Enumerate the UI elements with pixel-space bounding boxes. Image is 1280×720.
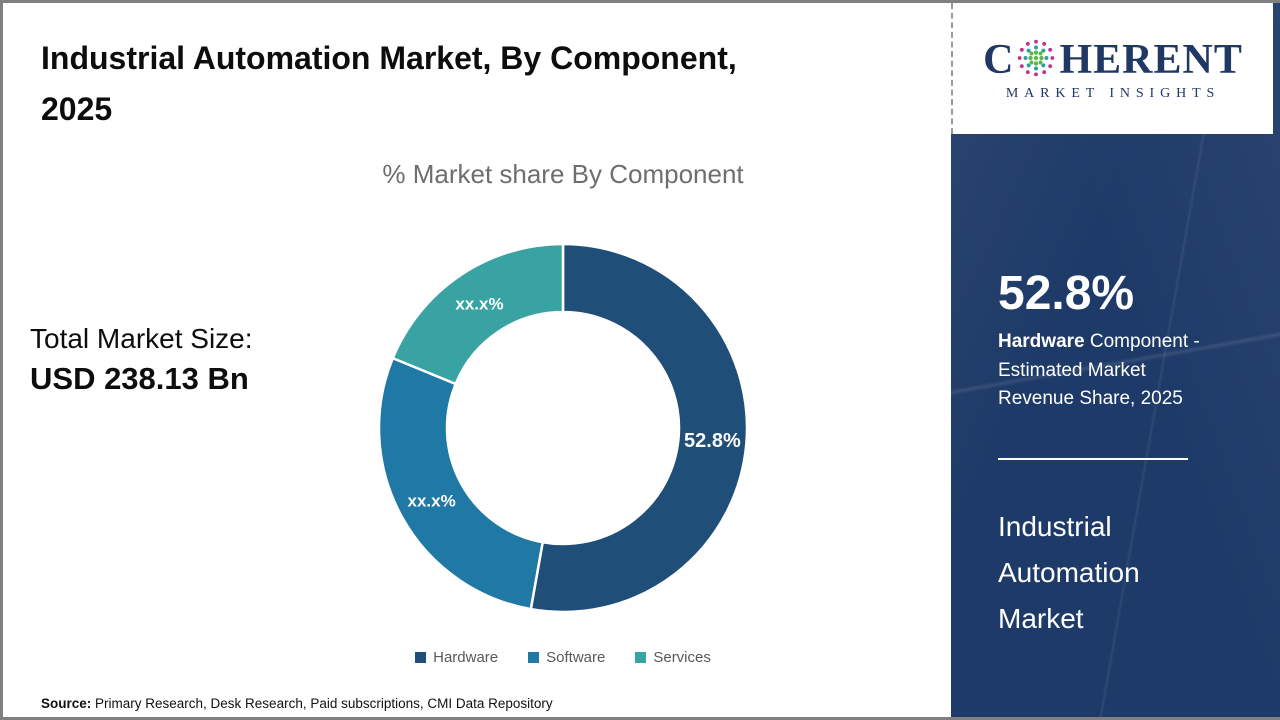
chart-title: % Market share By Component [382, 159, 744, 189]
total-market-value: USD 238.13 Bn [30, 361, 249, 396]
page-title-line2: 2025 [41, 91, 113, 128]
logo-dotted-globe-icon [1018, 39, 1055, 76]
legend-label: Software [546, 649, 606, 666]
total-market-label: Total Market Size: [30, 323, 253, 354]
logo-word-rest: HERENT [1059, 36, 1243, 83]
sidebar-market-name: Industrial Automation Market [998, 510, 1140, 635]
donut-value-label-services: xx.x% [455, 294, 503, 313]
source-text: Primary Research, Desk Research, Paid su… [91, 696, 553, 711]
page-title-line1: Industrial Automation Market, By Compone… [41, 40, 737, 76]
legend-label: Services [653, 649, 711, 666]
legend-swatch-icon [635, 652, 647, 663]
legend-item-services: Services [635, 649, 711, 666]
legend-label: Hardware [433, 649, 499, 666]
source-line: Source: Primary Research, Desk Research,… [41, 696, 553, 711]
sidebar-body: 52.8% Hardware Component - Estimated Mar… [998, 267, 1218, 642]
donut-segment-hardware [529, 242, 749, 614]
donut-segment-software [377, 356, 545, 611]
chart-legend: Hardware Software Services [263, 649, 863, 666]
donut-segment-services [391, 242, 565, 386]
donut-value-label-software: xx.x% [407, 491, 455, 510]
sidebar-stat-rest: Component - Estimated Market Revenue Sha… [998, 331, 1200, 410]
source-label: Source: [41, 696, 92, 711]
sidebar-stat-description: Hardware Component - Estimated Market Re… [998, 328, 1218, 414]
sidebar-stat-value: 52.8% [998, 267, 1135, 320]
sidebar-stat-bold: Hardware [998, 331, 1085, 353]
sidebar-divider [998, 457, 1188, 460]
legend-swatch-icon [415, 652, 427, 663]
legend-item-hardware: Hardware [415, 649, 498, 666]
coherent-logo: C [983, 36, 1243, 84]
logo-letter-c: C [983, 36, 1015, 83]
sidebar: C [951, 3, 1280, 717]
logo-card: C [951, 3, 1273, 134]
legend-swatch-icon [528, 652, 540, 663]
page-title: Industrial Automation Market, By Compone… [41, 33, 891, 135]
donut-chart: 52.8% xx.x% xx.x% [377, 242, 749, 614]
logo-subtitle: MARKET INSIGHTS [1005, 85, 1221, 101]
donut-value-label-hardware: 52.8% [684, 430, 741, 452]
legend-item-software: Software [528, 649, 605, 666]
total-market-block: Total Market Size: USD 238.13 Bn [30, 323, 253, 397]
